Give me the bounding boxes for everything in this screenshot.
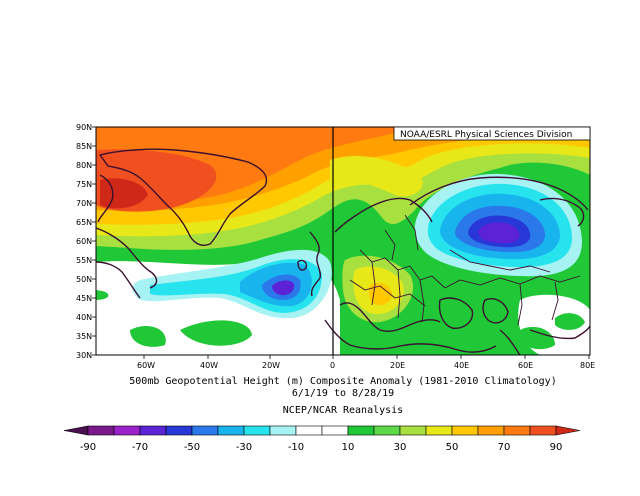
colorbar-swatch (217, 425, 245, 436)
lat-label-35n: 35N (76, 332, 92, 341)
colorbar-swatch (243, 425, 271, 436)
colorbar-label-10: 10 (342, 442, 355, 453)
lat-label-65n: 65N (76, 218, 92, 227)
attribution-text: NOAA/ESRL Physical Sciences Division (400, 130, 572, 140)
colorbar-swatch (113, 425, 141, 436)
map-panel (96, 127, 590, 355)
lon-label-40w: 40W (200, 361, 218, 370)
colorbar-swatch (63, 425, 89, 436)
lon-label-80e: 80E (580, 361, 595, 370)
colorbar-swatch (373, 425, 401, 436)
colorbar-swatch (555, 425, 581, 436)
lon-label-60e: 60E (518, 361, 533, 370)
lon-tick-labels: 60W 40W 20W 0 20E 40E 60E 80E (137, 361, 595, 370)
colorbar-swatch (269, 425, 297, 436)
colorbar-swatch (347, 425, 375, 436)
lon-label-40e: 40E (454, 361, 469, 370)
colorbar-swatch (425, 425, 453, 436)
colorbar-label-70: 70 (498, 442, 511, 453)
lat-label-60n: 60N (76, 237, 92, 246)
lat-label-85n: 85N (76, 142, 92, 151)
lat-label-55n: 55N (76, 256, 92, 265)
caption-title: 500mb Geopotential Height (m) Composite … (129, 376, 556, 387)
lon-label-20e: 20E (390, 361, 405, 370)
colorbar-swatch (139, 425, 167, 436)
attribution-box (393, 126, 591, 141)
caption-source: NCEP/NCAR Reanalysis (283, 405, 403, 416)
colorbar-swatch (451, 425, 479, 436)
lat-label-75n: 75N (76, 180, 92, 189)
lat-label-45n: 45N (76, 294, 92, 303)
colorbar-swatch (321, 425, 349, 436)
colorbar-swatch (529, 425, 557, 436)
lat-label-70n: 70N (76, 199, 92, 208)
colorbar-swatch (399, 425, 427, 436)
colorbar (63, 425, 581, 436)
colorbar-label-minus-90: -90 (80, 442, 96, 453)
caption-dates: 6/1/19 to 8/28/19 (292, 388, 394, 399)
colorbar-labels: -90 -70 -50 -30 -10 10 30 50 70 90 (80, 442, 563, 453)
colorbar-swatch (165, 425, 193, 436)
colorbar-swatch (477, 425, 505, 436)
colorbar-swatch (87, 425, 115, 436)
colorbar-label-minus-70: -70 (132, 442, 148, 453)
colorbar-label-90: 90 (550, 442, 563, 453)
lat-label-80n: 80N (76, 161, 92, 170)
lat-tick-labels: 90N 85N 80N 75N 70N 65N 60N 55N 50N 45N … (76, 123, 92, 360)
lon-label-20w: 20W (262, 361, 280, 370)
lat-label-30n: 30N (76, 351, 92, 360)
colorbar-swatch (295, 425, 323, 436)
colorbar-swatch (503, 425, 531, 436)
lat-label-50n: 50N (76, 275, 92, 284)
colorbar-label-minus-10: -10 (288, 442, 304, 453)
lat-label-40n: 40N (76, 313, 92, 322)
colorbar-label-minus-50: -50 (184, 442, 200, 453)
lat-label-90n: 90N (76, 123, 92, 132)
lon-label-60w: 60W (137, 361, 155, 370)
colorbar-label-minus-30: -30 (236, 442, 252, 453)
colorbar-label-50: 50 (446, 442, 459, 453)
colorbar-swatch (191, 425, 219, 436)
colorbar-label-30: 30 (394, 442, 407, 453)
lon-label-0: 0 (330, 361, 335, 370)
